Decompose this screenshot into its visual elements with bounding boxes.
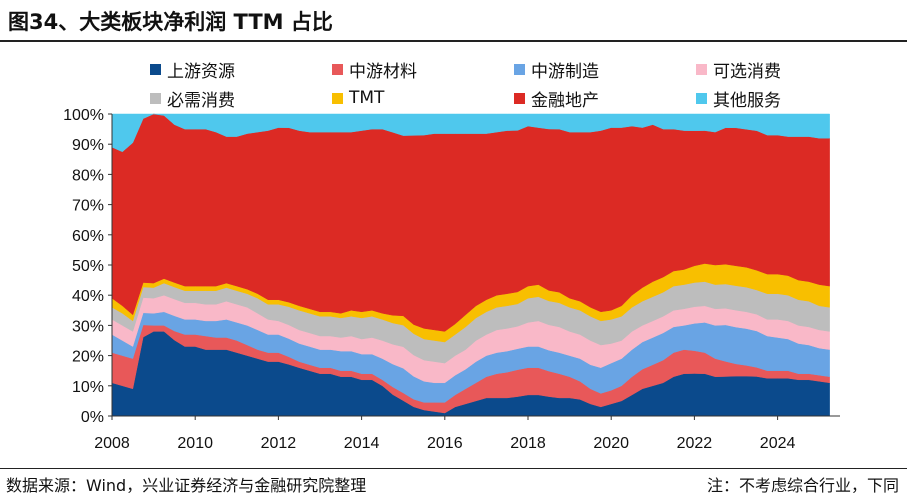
legend-swatch [696, 92, 707, 104]
x-tick-label: 2018 [510, 435, 546, 452]
y-tick-label: 20% [72, 349, 104, 366]
legend-label: TMT [349, 88, 385, 108]
legend-item: 上游资源 [150, 56, 235, 82]
legend-label: 必需消费 [167, 90, 235, 111]
y-tick-label: 80% [72, 167, 104, 184]
legend-swatch [514, 92, 525, 104]
legend-item: 金融地产 [514, 85, 599, 111]
chart-legend: 上游资源 中游材料 中游制造 可选消费必需消费 TMT 金融地产 其他服务 [150, 56, 850, 114]
y-tick-label: 70% [72, 198, 104, 215]
legend-label: 其他服务 [713, 90, 781, 111]
legend-swatch [332, 63, 343, 75]
source-note: 数据来源：Wind，兴业证券经济与金融研究院整理 [6, 476, 367, 495]
legend-swatch [150, 92, 161, 104]
legend-label: 中游制造 [531, 61, 599, 82]
y-tick-label: 0% [81, 409, 104, 426]
legend-item: 中游材料 [332, 56, 417, 82]
stacked-area-chart: 0% 10% 20% 30% 40% 50% 60% 70% 80% 90% 100% 2008 201… [63, 107, 840, 452]
series-area-7 [111, 113, 830, 153]
legend-swatch [150, 63, 161, 75]
legend-item: 其他服务 [696, 85, 781, 111]
legend-swatch [332, 92, 343, 104]
footnote: 注：不考虑综合行业，下同 [706, 476, 899, 495]
y-tick-label: 60% [72, 228, 104, 245]
legend-label: 金融地产 [531, 90, 599, 111]
legend-label: 可选消费 [713, 61, 781, 82]
footer-rule [0, 468, 907, 469]
x-tick-label: 2012 [261, 435, 297, 452]
y-tick-label: 10% [72, 379, 104, 396]
page-title: 图34、大类板块净利润 TTM 占比 [8, 10, 333, 34]
x-tick-label: 2022 [677, 435, 713, 452]
y-tick-label: 100% [63, 107, 104, 124]
legend-label: 中游材料 [349, 61, 417, 82]
legend-item: TMT [332, 85, 384, 111]
y-tick-label: 90% [72, 137, 104, 154]
x-tick-label: 2014 [344, 435, 380, 452]
x-tick-label: 2008 [94, 435, 130, 452]
legend-item: 中游制造 [514, 56, 599, 82]
y-tick-label: 30% [72, 318, 104, 335]
legend-swatch [514, 63, 525, 75]
legend-item: 可选消费 [696, 56, 781, 82]
legend-item: 必需消费 [150, 85, 235, 111]
legend-label: 上游资源 [167, 61, 235, 82]
y-tick-label: 40% [72, 288, 104, 305]
x-tick-label: 2020 [593, 435, 629, 452]
title-rule [0, 40, 907, 42]
x-tick-label: 2024 [760, 435, 796, 452]
y-tick-label: 50% [72, 258, 104, 275]
x-tick-label: 2016 [427, 435, 463, 452]
x-tick-label: 2010 [177, 435, 213, 452]
title-bar: 图34、大类板块净利润 TTM 占比 [0, 0, 907, 38]
legend-swatch [696, 63, 707, 75]
